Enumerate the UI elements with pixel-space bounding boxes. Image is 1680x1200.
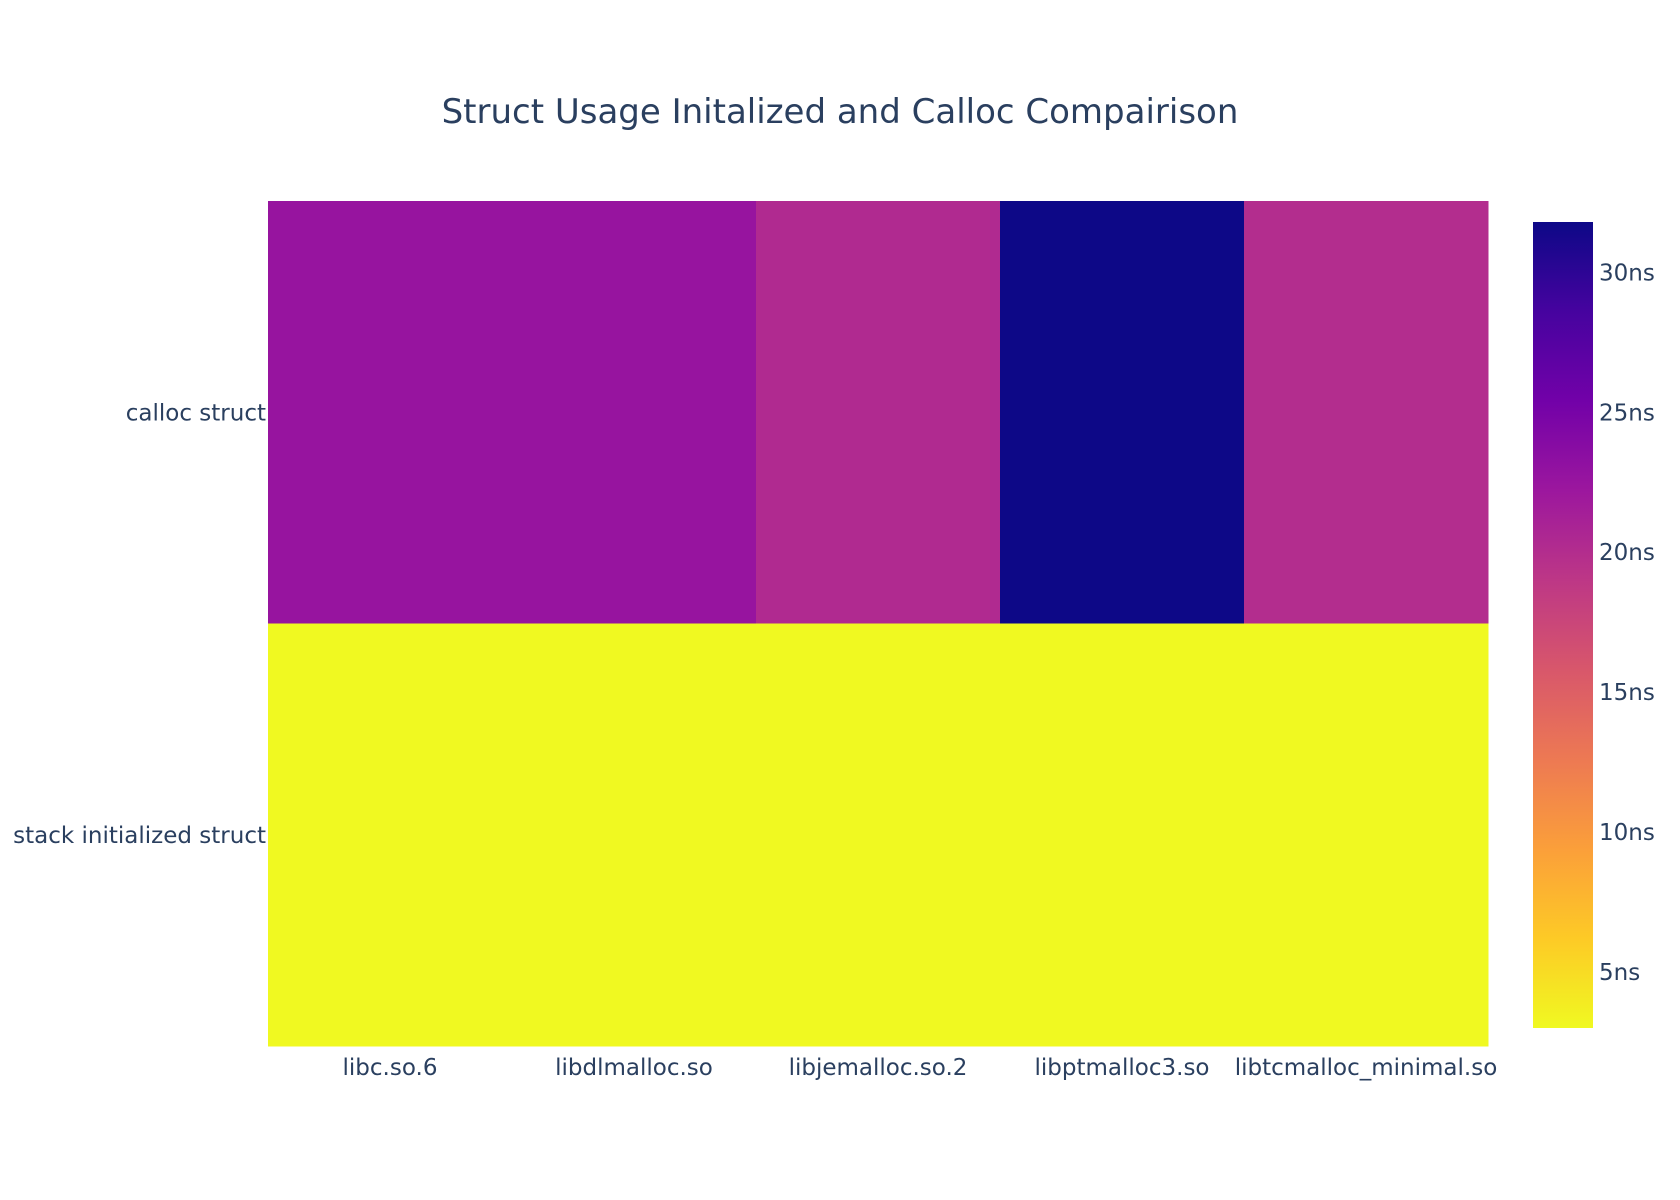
heatmap-cells <box>268 201 1489 1047</box>
heatmap-cell <box>1000 623 1245 1047</box>
heatmap-cell <box>1000 201 1245 624</box>
x-tick-label: libdlmalloc.so <box>555 1055 713 1081</box>
heatmap-cell <box>512 623 757 1047</box>
colorbar-tick-label: 15ns <box>1599 680 1655 706</box>
heatmap-cell <box>756 623 1001 1047</box>
chart-title: Struct Usage Initalized and Calloc Compa… <box>442 92 1239 132</box>
colorbar-gradient <box>1533 222 1593 1028</box>
heatmap-cell <box>1244 623 1489 1047</box>
x-tick-label: libtcmalloc_minimal.so <box>1235 1055 1498 1081</box>
heatmap-cell <box>512 201 757 624</box>
colorbar: 5ns 10ns 15ns 20ns 25ns 30ns <box>1533 222 1655 1028</box>
heatmap-cell <box>268 201 513 624</box>
colorbar-tick-label: 20ns <box>1599 540 1655 566</box>
x-tick-label: libptmalloc3.so <box>1035 1055 1210 1081</box>
colorbar-tick-label: 30ns <box>1599 260 1655 286</box>
x-tick-label: libc.so.6 <box>343 1055 438 1081</box>
colorbar-tick-label: 10ns <box>1599 820 1655 846</box>
heatmap-cell <box>268 623 513 1047</box>
y-tick-label: stack initialized struct <box>13 823 266 849</box>
heatmap-cell <box>756 201 1001 624</box>
x-tick-label: libjemalloc.so.2 <box>789 1055 968 1081</box>
y-axis-tick-labels: calloc struct stack initialized struct <box>13 400 266 849</box>
x-axis-tick-labels: libc.so.6 libdlmalloc.so libjemalloc.so.2 l… <box>343 1055 1498 1081</box>
heatmap-cell <box>1244 201 1489 624</box>
colorbar-tick-label: 25ns <box>1599 400 1655 426</box>
y-tick-label: calloc struct <box>126 400 266 426</box>
colorbar-tick-label: 5ns <box>1599 960 1640 986</box>
